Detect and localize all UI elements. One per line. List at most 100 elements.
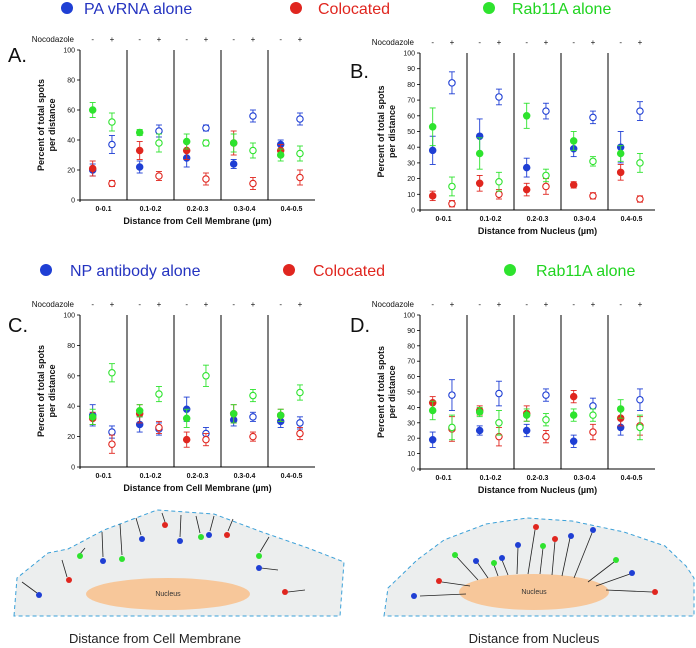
data-point-minus [522, 163, 531, 172]
legend-top-red-label: Colocated [318, 1, 390, 18]
data-point-plus [108, 140, 116, 149]
data-point-plus [296, 429, 304, 438]
y-tick-label: 100 [63, 48, 75, 55]
x-tick-label: 0.1-0.2 [140, 473, 162, 480]
data-point-minus [569, 411, 578, 419]
series-colocated [88, 130, 304, 190]
x-axis-label: Distance from Cell Membrane (µm) [123, 216, 271, 226]
y-tick-label: 80 [67, 78, 75, 85]
chart-c: C. 0 20 40 60 80 100 Percent of total spotsper … [8, 300, 315, 493]
y-tick-label: 90 [407, 328, 415, 335]
data-point-plus [636, 395, 644, 404]
series-np-antibody-alone [428, 379, 644, 448]
data-point-minus [182, 414, 191, 423]
nocodazole-label: Nocodazole [32, 35, 75, 44]
data-point-plus [249, 112, 257, 120]
data-point-minus [229, 139, 238, 147]
data-point-minus [522, 426, 531, 435]
series-pa-vrna-alone [88, 109, 304, 177]
legend-bottom-blue-marker [40, 264, 52, 276]
panel-label: C. [8, 315, 28, 337]
data-point-minus [475, 149, 484, 158]
data-point-plus [249, 146, 257, 155]
nocodazole-minus: - [525, 300, 528, 309]
data-point-plus [296, 173, 304, 182]
data-point-plus [589, 157, 597, 166]
nocodazole-plus: + [251, 35, 256, 44]
data-point-plus [155, 127, 163, 135]
y-tick-label: 30 [407, 420, 415, 427]
legend-top-green-marker [483, 2, 495, 14]
panel-label: A. [8, 45, 27, 67]
data-point-plus [249, 432, 257, 441]
data-point-plus [636, 107, 644, 115]
nocodazole-plus: + [497, 38, 502, 47]
y-axis-label: Percent of total spotsper distance [376, 346, 397, 438]
y-tick-label: 60 [67, 108, 75, 115]
data-point-minus [88, 164, 97, 173]
nocodazole-plus: + [544, 300, 549, 309]
chart-a: A. 0 20 40 60 80 100 Percent of total spotsper … [8, 35, 315, 226]
membrane-arrows [21, 512, 306, 594]
legend-bottom-green-label: Rab11A alone [536, 263, 635, 280]
y-tick-label: 80 [407, 343, 415, 350]
y-tick-label: 70 [407, 98, 415, 105]
data-point-plus [495, 190, 503, 199]
data-point-plus [108, 118, 116, 126]
nocodazole-minus: - [232, 300, 235, 309]
nocodazole-minus: - [185, 35, 188, 44]
nucleus-arrows [419, 529, 653, 597]
data-point-plus [589, 192, 597, 200]
nocodazole-plus: + [251, 300, 256, 309]
data-point-plus [249, 179, 257, 188]
data-point-plus [495, 389, 503, 398]
y-tick-label: 60 [407, 113, 415, 120]
data-point-minus [522, 185, 531, 194]
membrane-spots [36, 522, 288, 598]
nocodazole-plus: + [638, 38, 643, 47]
illustration-membrane: Nucleus [13, 509, 345, 646]
y-tick-label: 10 [407, 451, 415, 458]
data-point-plus [108, 428, 116, 436]
legend-bottom-blue-label: NP antibody alone [70, 263, 201, 280]
data-point-minus [428, 406, 437, 415]
y-tick-label: 80 [67, 343, 75, 350]
data-point-minus [428, 192, 437, 200]
nocodazole-plus: + [497, 300, 502, 309]
x-axis-label: Distance from Cell Membrane (µm) [123, 483, 271, 493]
nucleus-right [459, 574, 609, 610]
y-tick-label: 20 [407, 436, 415, 443]
data-point-minus [428, 123, 437, 131]
x-tick-label: 0.4-0.5 [621, 216, 643, 223]
legend-bottom: NP antibody alone Colocated Rab11A alone [40, 263, 635, 280]
data-point-minus [522, 411, 531, 419]
data-point-minus [135, 407, 144, 415]
data-point-plus [542, 391, 550, 399]
nocodazole-minus: - [431, 38, 434, 47]
caption-membrane: Distance from Cell Membrane [69, 631, 241, 646]
caption-nucleus: Distance from Nucleus [469, 631, 600, 646]
nucleus-spots [411, 524, 658, 599]
data-point-plus [108, 179, 116, 188]
data-point-plus [448, 391, 456, 399]
y-tick-label: 0 [411, 467, 415, 474]
y-tick-label: 100 [403, 51, 415, 58]
panel-label: D. [350, 315, 370, 337]
data-point-minus [428, 435, 437, 444]
data-point-plus [155, 139, 163, 147]
data-point-minus [182, 137, 191, 146]
data-point-plus [636, 195, 644, 203]
legend-bottom-red-label: Colocated [313, 263, 385, 280]
chart-d: D. 0 10 20 30 40 50 60 70 80 90 100 Percent of total… [350, 300, 655, 495]
x-tick-label: 0.2-0.3 [187, 473, 209, 480]
x-tick-label: 0-0.1 [96, 206, 112, 213]
x-tick-label: 0.4-0.5 [281, 206, 303, 213]
y-axis-label: Percent of total spotsper distance [36, 345, 57, 437]
data-point-plus [108, 369, 116, 377]
data-point-minus [229, 410, 238, 418]
x-tick-label: 0.4-0.5 [621, 475, 643, 482]
data-point-plus [202, 372, 210, 380]
nocodazole-plus: + [157, 300, 162, 309]
nocodazole-label: Nocodazole [372, 300, 415, 309]
